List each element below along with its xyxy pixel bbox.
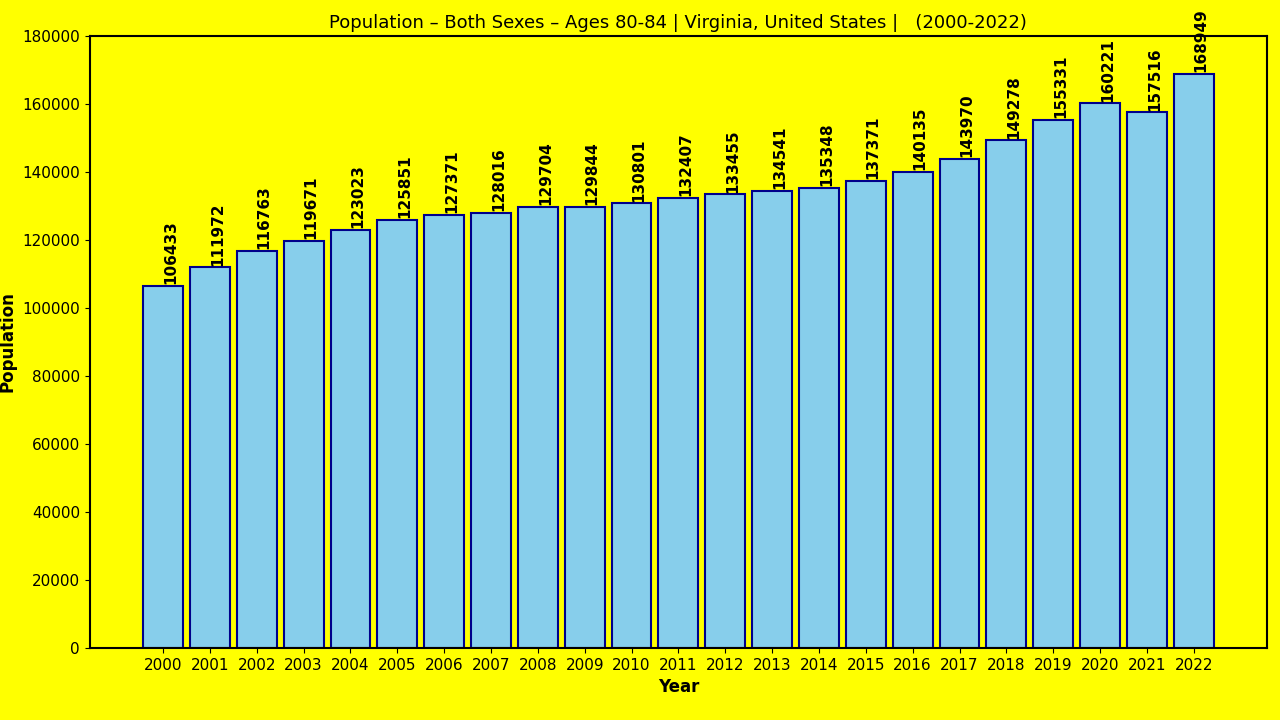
Text: 132407: 132407: [678, 132, 694, 196]
Bar: [846, 181, 886, 648]
Text: 130801: 130801: [631, 138, 646, 202]
Bar: [1126, 112, 1167, 648]
Text: 129844: 129844: [585, 141, 600, 204]
Text: 160221: 160221: [1100, 37, 1115, 102]
Text: 125851: 125851: [397, 155, 412, 218]
Text: 123023: 123023: [351, 164, 366, 228]
Bar: [658, 198, 699, 648]
Bar: [143, 286, 183, 648]
Text: 157516: 157516: [1147, 47, 1162, 111]
Bar: [612, 203, 652, 648]
Bar: [987, 140, 1027, 648]
Text: 149278: 149278: [1006, 75, 1021, 139]
Bar: [284, 241, 324, 648]
X-axis label: Year: Year: [658, 678, 699, 696]
Bar: [424, 215, 465, 648]
Text: 111972: 111972: [210, 202, 225, 266]
Text: 155331: 155331: [1053, 55, 1069, 118]
Text: 116763: 116763: [257, 186, 271, 249]
Bar: [471, 212, 511, 648]
Text: 140135: 140135: [913, 107, 928, 170]
Bar: [330, 230, 370, 648]
Text: 127371: 127371: [444, 150, 460, 213]
Text: 128016: 128016: [492, 148, 506, 211]
Bar: [189, 267, 230, 648]
Bar: [753, 191, 792, 648]
Text: 168949: 168949: [1194, 8, 1208, 72]
Bar: [1080, 103, 1120, 648]
Bar: [1174, 73, 1213, 648]
Text: 106433: 106433: [163, 220, 178, 284]
Text: 129704: 129704: [538, 142, 553, 205]
Bar: [378, 220, 417, 648]
Title: Population – Both Sexes – Ages 80-84 | Virginia, United States |   (2000-2022): Population – Both Sexes – Ages 80-84 | V…: [329, 14, 1028, 32]
Text: 137371: 137371: [865, 116, 881, 179]
Bar: [237, 251, 276, 648]
Bar: [940, 158, 979, 648]
Text: 133455: 133455: [726, 129, 740, 192]
Bar: [705, 194, 745, 648]
Bar: [892, 171, 933, 648]
Bar: [564, 207, 604, 648]
Text: 135348: 135348: [819, 122, 835, 186]
Text: 119671: 119671: [303, 176, 319, 240]
Y-axis label: Population: Population: [0, 292, 17, 392]
Text: 134541: 134541: [772, 125, 787, 189]
Bar: [518, 207, 558, 648]
Bar: [1033, 120, 1073, 648]
Text: 143970: 143970: [960, 93, 974, 157]
Bar: [799, 188, 838, 648]
